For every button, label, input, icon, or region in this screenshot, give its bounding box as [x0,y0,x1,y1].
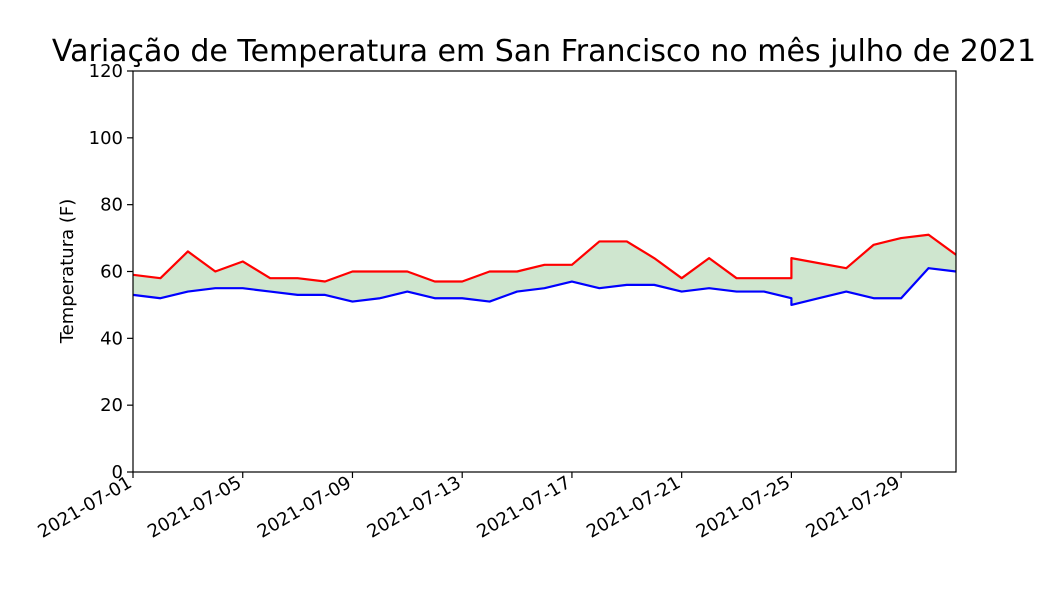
y-axis-label: Temperatura (F) [57,199,78,345]
y-tick-label: 20 [100,395,123,416]
y-tick-label: 80 [100,195,123,216]
y-tick-label: 100 [89,128,123,149]
y-tick-label: 60 [100,262,123,283]
x-tick-label: 2021-07-05 [144,472,245,542]
y-axis: 0 20 40 60 80 100 120 [89,61,133,483]
x-axis: 2021-07-01 2021-07-05 2021-07-09 2021-07-13… [34,472,904,543]
high-temperature-line [132,233,957,283]
low-temperature-line [132,267,957,307]
x-tick-label: 2021-07-29 [803,472,904,542]
x-tick-label: 2021-07-13 [364,472,465,542]
x-tick-label: 2021-07-17 [473,472,574,542]
y-tick-label: 120 [89,61,123,82]
y-tick-label: 40 [100,328,123,349]
x-tick-label: 2021-07-25 [693,472,794,542]
y-tick-label: 0 [112,462,123,483]
chart-title: Variação de Temperatura em San Francisco… [52,34,1036,69]
x-tick-label: 2021-07-01 [34,472,135,542]
temperature-range-fill [133,234,956,305]
x-tick-label: 2021-07-21 [583,472,684,542]
x-tick-label: 2021-07-09 [254,472,355,542]
plot-area [132,233,957,307]
